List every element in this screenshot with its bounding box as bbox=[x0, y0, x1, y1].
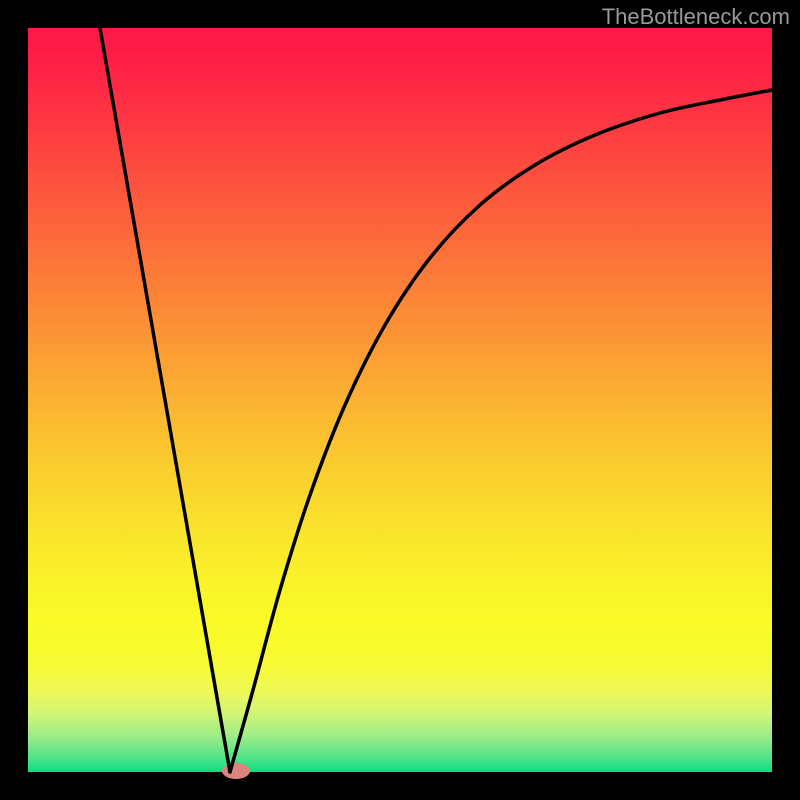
curve-right-segment bbox=[230, 90, 772, 772]
watermark-text: TheBottleneck.com bbox=[602, 4, 790, 30]
curve-layer bbox=[0, 0, 800, 800]
min-marker bbox=[222, 763, 250, 779]
chart-container: TheBottleneck.com bbox=[0, 0, 800, 800]
curve-left-segment bbox=[100, 28, 230, 772]
